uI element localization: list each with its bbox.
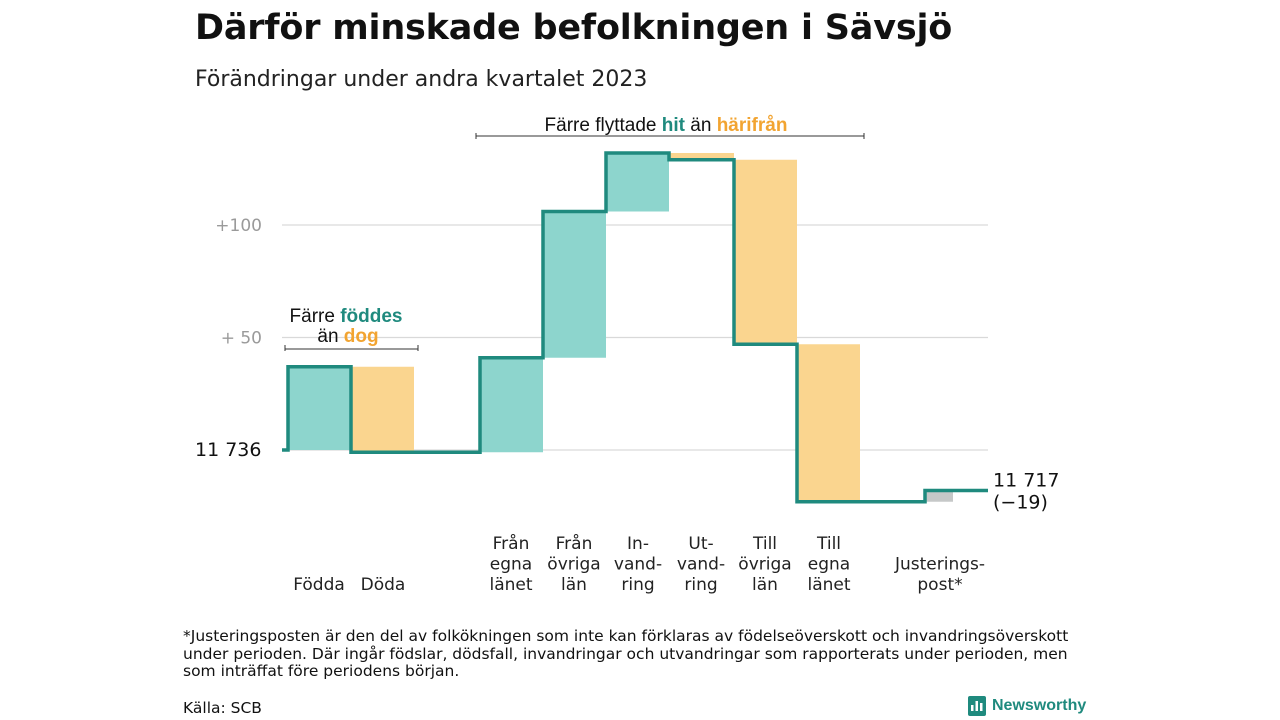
- category-label: ring: [684, 575, 717, 595]
- waterfall-bar: [606, 153, 669, 212]
- births-annotation-line1: Färre föddes: [290, 306, 403, 327]
- category-label: län: [561, 575, 587, 595]
- source-label: Källa: SCB: [183, 699, 262, 717]
- waterfall-bar: [288, 367, 351, 450]
- category-label: Från: [556, 533, 593, 554]
- end-value-label: 11 717: [993, 470, 1059, 492]
- migration-annotation: Färre flyttade hit än härifrån: [545, 115, 788, 136]
- category-label: Från: [493, 533, 530, 554]
- category-label: Döda: [361, 575, 406, 595]
- category-label: Till: [752, 534, 777, 554]
- category-label: övriga: [738, 555, 791, 575]
- waterfall-bar: [480, 358, 543, 453]
- category-label: ring: [621, 575, 654, 595]
- end-change-label: (−19): [993, 492, 1048, 514]
- category-label: In-: [627, 534, 649, 554]
- logo-text: Newsworthy: [992, 697, 1086, 715]
- category-label: egna: [808, 555, 850, 575]
- waterfall-bar: [543, 212, 606, 358]
- footnote: *Justeringsposten är den del av folkökni…: [183, 628, 1103, 681]
- newsworthy-logo[interactable]: Newsworthy: [968, 696, 1086, 716]
- category-label: länet: [489, 575, 532, 595]
- category-label: vand-: [677, 555, 725, 575]
- waterfall-bar: [797, 344, 860, 502]
- category-label: länet: [807, 575, 850, 595]
- start-value-label: 11 736: [195, 439, 261, 461]
- category-label: Justerings-: [894, 555, 985, 575]
- waterfall-bar: [351, 367, 414, 453]
- waterfall-bar: [734, 160, 797, 345]
- category-label: övriga: [547, 555, 600, 575]
- category-label: Födda: [293, 575, 345, 595]
- category-label: vand-: [614, 555, 662, 575]
- births-annotation-line2: än dog: [317, 326, 378, 347]
- bar-chart-icon: [968, 696, 986, 716]
- y-tick-label: + 50: [221, 329, 262, 349]
- category-label: län: [752, 575, 778, 595]
- category-label: post*: [917, 575, 962, 595]
- category-label: Till: [816, 534, 841, 554]
- category-label: egna: [490, 555, 532, 575]
- category-label: Ut-: [688, 534, 713, 554]
- y-tick-label: +100: [215, 216, 262, 236]
